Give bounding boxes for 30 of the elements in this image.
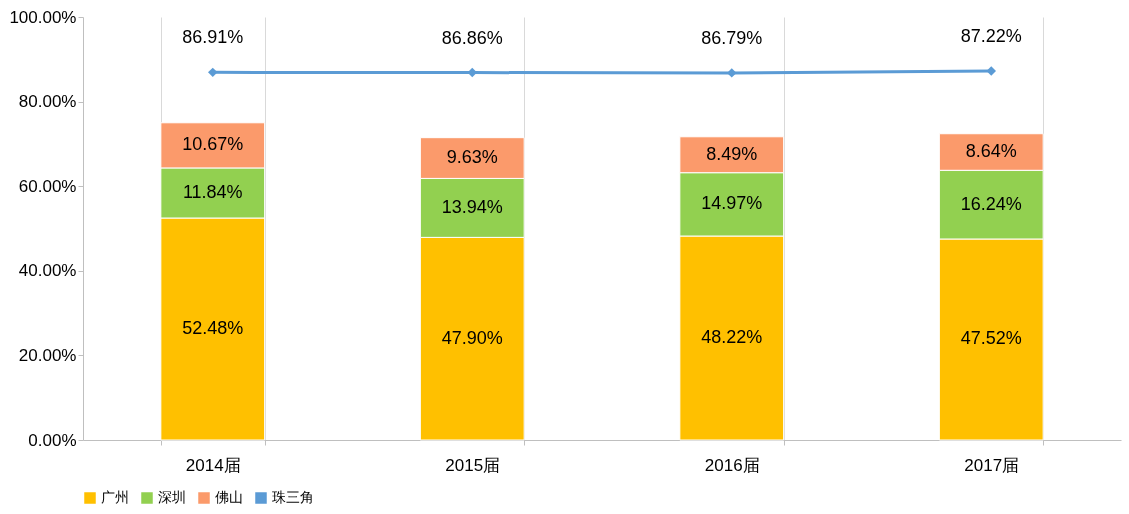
data-label: 86.91% [182, 27, 244, 48]
data-label: 86.79% [701, 27, 763, 48]
y-tick-label: 100.00% [9, 7, 77, 27]
data-label: 14.97% [701, 193, 763, 214]
data-label: 9.63% [446, 147, 498, 168]
x-tick-label: 2016届 [704, 455, 760, 475]
y-tick-label: 0.00% [28, 430, 77, 450]
legend-label: 广州 [101, 489, 129, 505]
legend-label: 珠三角 [272, 489, 314, 505]
data-label: 86.86% [441, 27, 503, 48]
data-label: 8.64% [965, 141, 1017, 162]
data-label: 13.94% [441, 196, 503, 217]
y-tick-label: 60.00% [18, 176, 77, 196]
data-label: 47.90% [441, 327, 503, 348]
y-tick-label: 80.00% [18, 92, 77, 112]
data-label: 48.22% [701, 327, 763, 348]
x-tick-label: 2014届 [185, 455, 241, 475]
data-label: 11.84% [182, 181, 243, 202]
data-label: 52.48% [182, 318, 244, 338]
y-tick-label: 20.00% [18, 345, 77, 365]
legend-label: 佛山 [215, 489, 243, 505]
data-label: 87.22% [960, 26, 1022, 47]
data-label: 8.49% [706, 143, 758, 164]
legend-label: 深圳 [158, 489, 186, 505]
y-tick-label: 40.00% [18, 261, 77, 281]
x-tick-label: 2015届 [445, 455, 501, 475]
data-label: 47.52% [960, 328, 1022, 349]
data-label: 16.24% [960, 193, 1022, 214]
x-tick-label: 2017届 [964, 455, 1020, 475]
data-label: 10.67% [182, 134, 244, 155]
